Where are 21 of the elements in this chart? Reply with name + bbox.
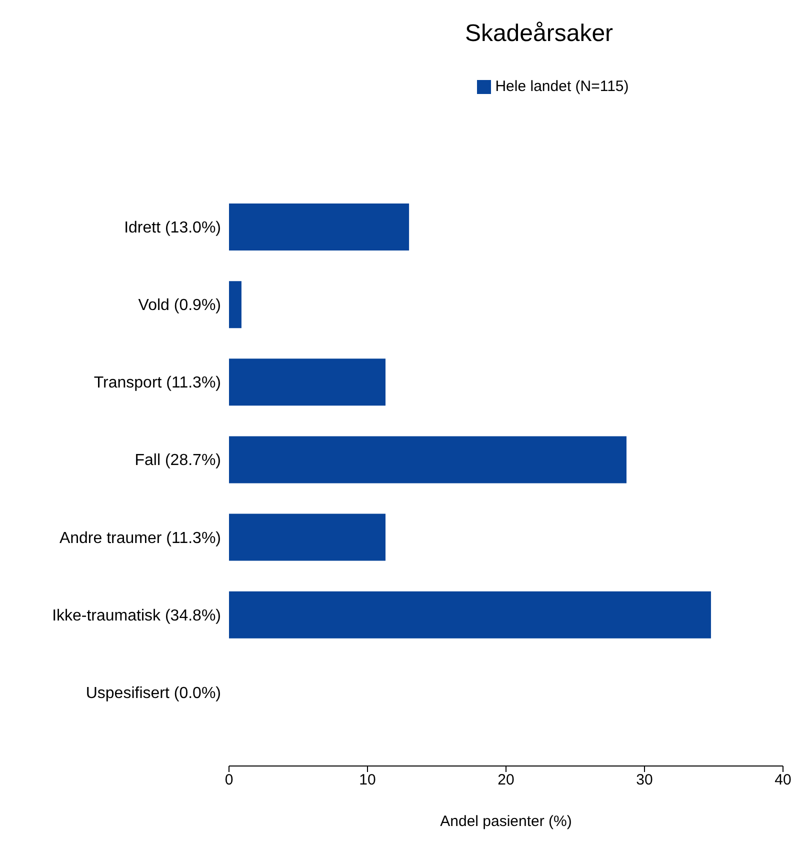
x-tick-label: 30 <box>636 772 653 789</box>
bar <box>229 514 386 561</box>
x-tick-label: 40 <box>774 772 792 789</box>
bar <box>229 204 410 251</box>
y-tick-label: Ikke-traumatisk (34.8%) <box>52 607 221 624</box>
y-tick-label: Uspesifisert (0.0%) <box>86 684 221 702</box>
x-axis-title: Andel pasienter (%) <box>440 813 572 830</box>
y-tick-label: Fall (28.7%) <box>134 452 221 470</box>
y-tick-label: Vold (0.9%) <box>138 297 221 314</box>
bar <box>229 281 242 328</box>
x-tick-label: 10 <box>359 772 376 789</box>
y-tick-label: Idrett (13.0%) <box>124 219 221 236</box>
chart-title: Skadeårsaker <box>464 20 614 48</box>
bar <box>229 591 711 638</box>
x-tick-label: 0 <box>224 772 234 789</box>
x-tick-label: 20 <box>498 772 514 789</box>
bar <box>229 436 626 484</box>
y-tick-label: Transport (11.3%) <box>94 374 221 392</box>
legend-label: Hele landet (N=115) <box>495 78 629 95</box>
bar <box>229 358 386 406</box>
y-tick-label: Andre traumer (11.3%) <box>59 530 221 547</box>
